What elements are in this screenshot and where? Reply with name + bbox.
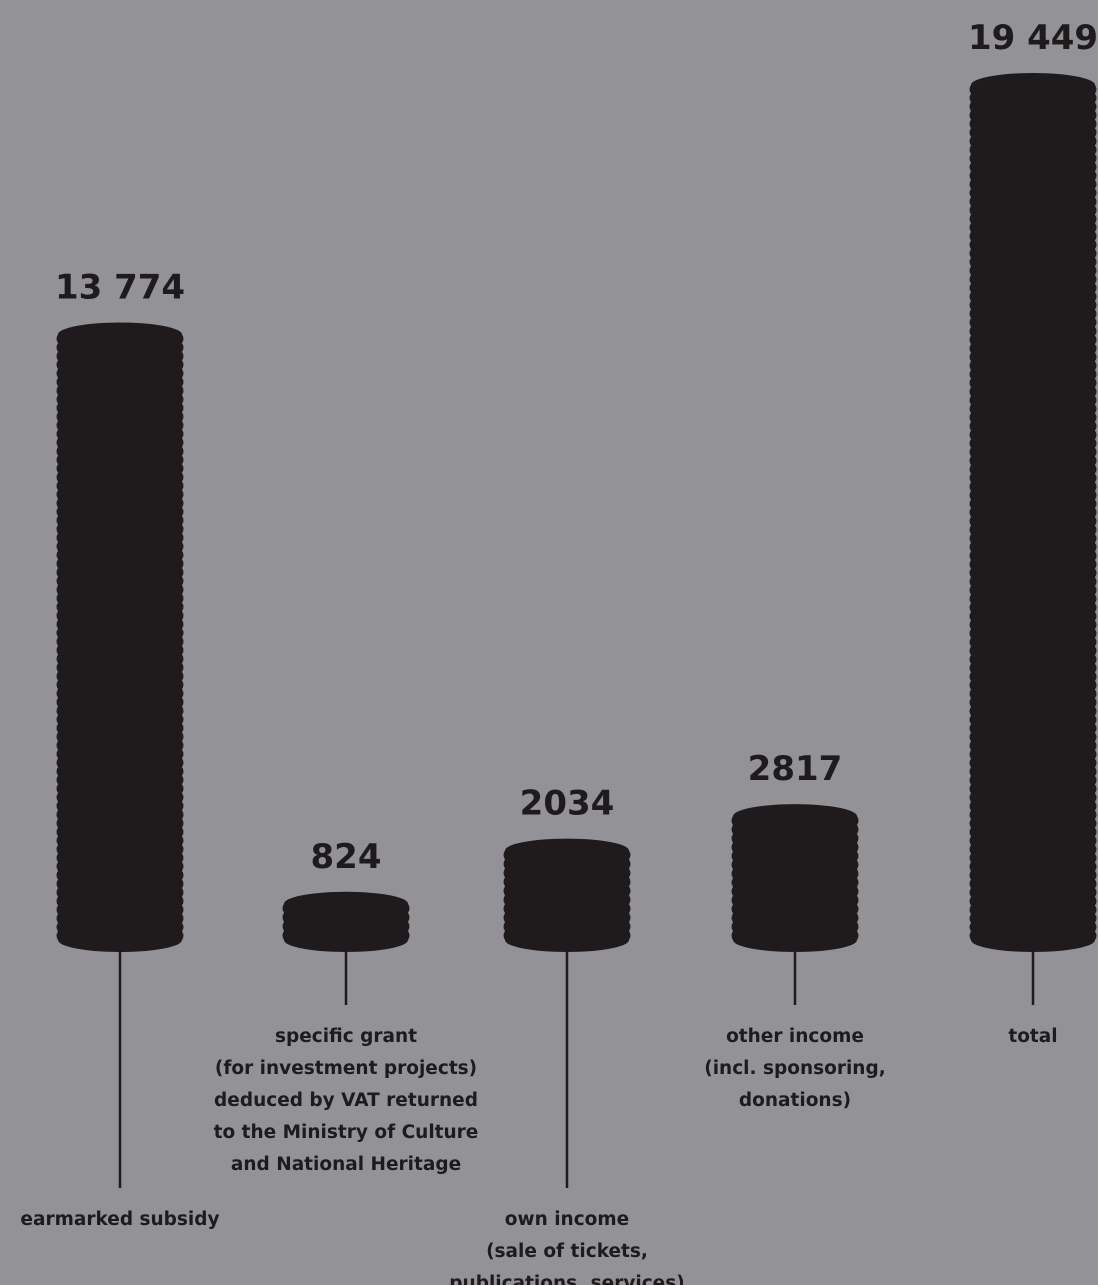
category-label: own income (sale of tickets, publications,…	[449, 1209, 684, 1285]
bar-top-cap	[505, 838, 629, 863]
value-label: 2034	[520, 784, 615, 824]
category-label-line: (incl. sponsoring,	[704, 1058, 886, 1079]
bar-top-cap	[58, 322, 182, 347]
value-label: 824	[311, 837, 382, 877]
bar	[56, 334, 184, 941]
bar-stack	[969, 73, 1097, 952]
bar	[503, 850, 631, 940]
bar-bottom-cap	[733, 928, 857, 952]
bar-stack	[503, 838, 631, 952]
bar-bottom-cap	[284, 928, 408, 952]
category-label: earmarked subsidy	[20, 1209, 219, 1230]
bar	[969, 85, 1097, 940]
category-label-line: and National Heritage	[231, 1154, 461, 1175]
bar-bottom-cap	[58, 928, 182, 952]
bar-bottom-cap	[971, 928, 1095, 952]
category-label-line: publications, services)	[449, 1273, 684, 1285]
category-label-line: total	[1008, 1026, 1057, 1047]
category-label-line: to the Ministry of Culture	[214, 1122, 479, 1143]
category-label-line: own income	[505, 1209, 629, 1230]
category-label-line: other income	[726, 1026, 864, 1047]
category-label-line: donations)	[739, 1090, 851, 1111]
bar-stack	[282, 891, 410, 952]
category-label-line: (sale of tickets,	[486, 1241, 648, 1262]
bar-top-cap	[284, 891, 408, 916]
bar-top-cap	[971, 73, 1095, 97]
value-label: 2817	[748, 749, 843, 789]
bar-top-cap	[733, 804, 857, 829]
value-label: 19 449	[968, 18, 1098, 58]
bar-stack	[731, 804, 859, 952]
value-label: 13 774	[55, 267, 185, 307]
bar-bottom-cap	[505, 928, 629, 952]
category-label: other income (incl. sponsoring, donations)	[704, 1026, 886, 1111]
bar-stack	[56, 322, 184, 952]
category-label-line: specific grant	[275, 1026, 417, 1047]
category-label-line: (for investment projects)	[215, 1058, 477, 1079]
category-label-line: earmarked subsidy	[20, 1209, 219, 1230]
category-label-line: deduced by VAT returned	[214, 1090, 478, 1111]
bar	[731, 816, 859, 940]
category-label: specific grant (for investment projects) d…	[214, 1026, 479, 1175]
category-label: total	[1008, 1026, 1057, 1047]
